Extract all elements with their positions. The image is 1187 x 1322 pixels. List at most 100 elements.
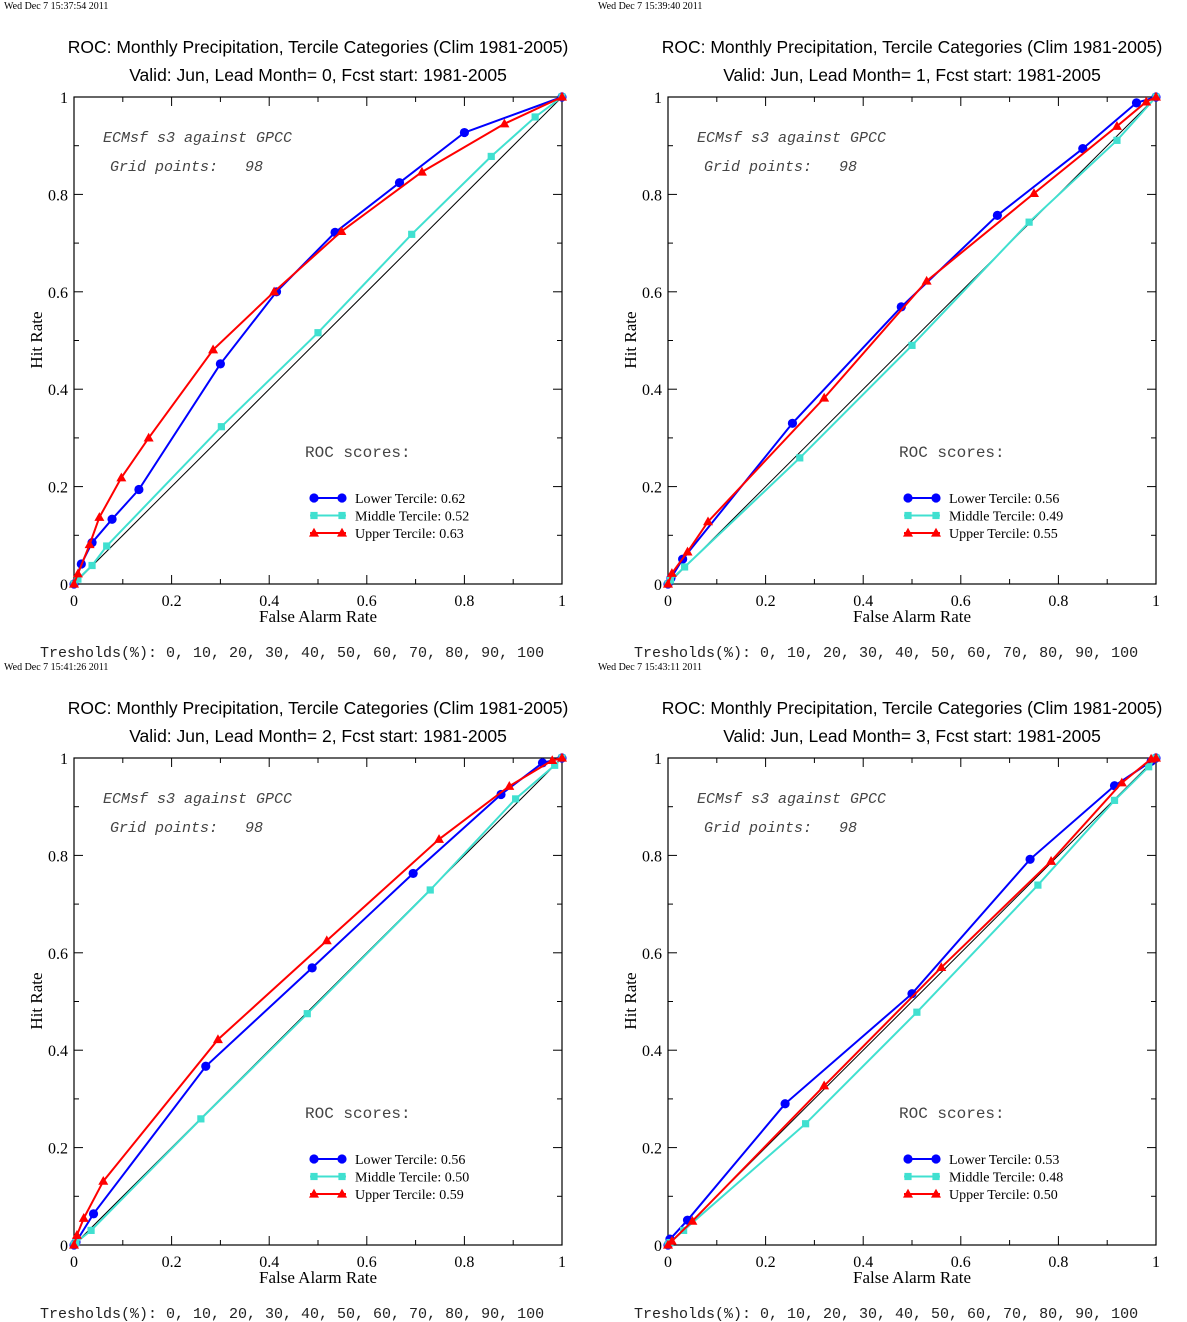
data-point [314,329,322,337]
y-tick-label: 0 [654,577,662,594]
series-2 [69,91,567,588]
data-point [666,568,677,577]
y-tick-label: 0.6 [642,285,662,302]
timestamp: Wed Dec 7 15:41:26 2011 [4,662,108,673]
data-point [103,542,111,550]
dataset-annotation: ECMsf s3 against GPCC [103,791,292,808]
roc-panel-3: Wed Dec 7 15:43:11 2011 ROC: Monthly Prec… [594,661,1187,1322]
legend [309,1154,347,1198]
data-point [1025,854,1035,864]
x-tick-label: 0.6 [951,593,971,610]
y-tick-label: 0.4 [48,1043,68,1060]
y-tick-label: 0.6 [48,946,68,963]
timestamp: Wed Dec 7 15:37:54 2011 [4,1,108,12]
y-tick-label: 0.8 [642,187,662,204]
y-tick-label: 0.8 [48,848,68,865]
chart-title: ROC: Monthly Precipitation, Tercile Cate… [662,698,1163,718]
y-tick-label: 0.4 [642,1043,662,1060]
data-point [87,1226,95,1234]
legend-marker [338,1172,346,1181]
legend [903,1154,941,1198]
data-point [547,755,558,765]
x-tick-label: 1 [1152,1254,1160,1271]
y-tick-label: 0.4 [642,382,662,399]
roc-chart-svg: Wed Dec 7 15:37:54 2011 ROC: Monthly Prec… [4,1,568,661]
series-2 [663,752,1161,1249]
legend-marker [903,527,913,537]
ticks [667,96,1157,585]
data-point [88,561,96,570]
legend-marker [309,1188,319,1198]
legend-entry: Middle Tercile: 0.52 [355,510,469,525]
legend-marker [310,511,318,520]
data-point [666,1235,677,1245]
data-point [212,1034,223,1044]
y-tick-label: 0.2 [642,1141,662,1158]
data-point [1110,796,1119,804]
series-2 [663,91,1161,588]
data-point [557,91,567,101]
data-point [921,275,932,285]
data-point [992,210,1002,220]
legend-marker [904,1172,912,1181]
thresholds-note: Tresholds(%): 0, 10, 20, 30, 40, 50, 60,… [40,645,544,661]
y-tick-label: 0 [60,1238,68,1255]
legend-marker [337,1188,347,1198]
legend-marker [309,527,319,537]
x-tick-label: 0.2 [162,1254,182,1271]
grid-points-annotation: Grid points: 98 [110,159,263,176]
legend-entry: Upper Tercile: 0.55 [949,527,1058,542]
y-tick-label: 1 [654,90,662,107]
legend-entry: Lower Tercile: 0.62 [355,492,465,507]
data-point [434,834,445,843]
data-point [1034,881,1042,889]
data-point [496,789,506,800]
x-tick-label: 0.4 [259,593,279,610]
y-tick-label: 0.2 [48,1141,68,1158]
y-tick-label: 1 [654,751,662,768]
data-point [780,1099,790,1109]
x-axis-label: False Alarm Rate [259,1268,377,1287]
roc-scores-title: ROC scores: [305,1105,411,1123]
data-point [321,935,332,945]
data-point [107,514,117,524]
data-point [703,516,714,526]
x-tick-label: 0.8 [454,593,474,610]
legend-marker [338,511,346,520]
legend-marker [903,1188,913,1198]
series-line [73,96,563,585]
series-line [667,96,1157,585]
data-point [557,752,567,762]
x-tick-label: 0.4 [259,1254,279,1271]
x-tick-label: 0.4 [853,1254,873,1271]
data-point [487,152,495,161]
x-tick-label: 1 [1152,593,1160,610]
legend-entry: Lower Tercile: 0.53 [949,1153,1059,1168]
data-point [134,484,144,495]
y-tick-label: 0 [60,577,68,594]
data-point [208,344,219,354]
x-tick-label: 0 [664,1254,672,1271]
data-point [201,1061,211,1071]
series-2 [69,752,567,1249]
legend [903,493,941,537]
roc-chart-svg: Wed Dec 7 15:41:26 2011 ROC: Monthly Prec… [4,662,568,1322]
data-point [936,962,947,972]
data-point [197,1115,205,1123]
roc-chart-svg: Wed Dec 7 15:39:40 2011 ROC: Monthly Prec… [598,1,1162,661]
data-point [663,578,673,588]
legend-entry: Middle Tercile: 0.48 [949,1171,1063,1186]
grid-points-annotation: Grid points: 98 [110,820,263,837]
series-line [73,96,563,585]
x-tick-label: 0.2 [756,593,776,610]
data-point [682,546,693,556]
x-tick-label: 0.8 [1048,593,1068,610]
legend-entry: Upper Tercile: 0.50 [949,1188,1058,1203]
data-point [416,166,427,176]
legend-marker [309,1154,319,1164]
legend-marker [337,493,347,503]
data-point [78,1213,89,1222]
data-point [802,1120,810,1128]
data-point [98,1176,109,1185]
series-1 [70,93,566,588]
